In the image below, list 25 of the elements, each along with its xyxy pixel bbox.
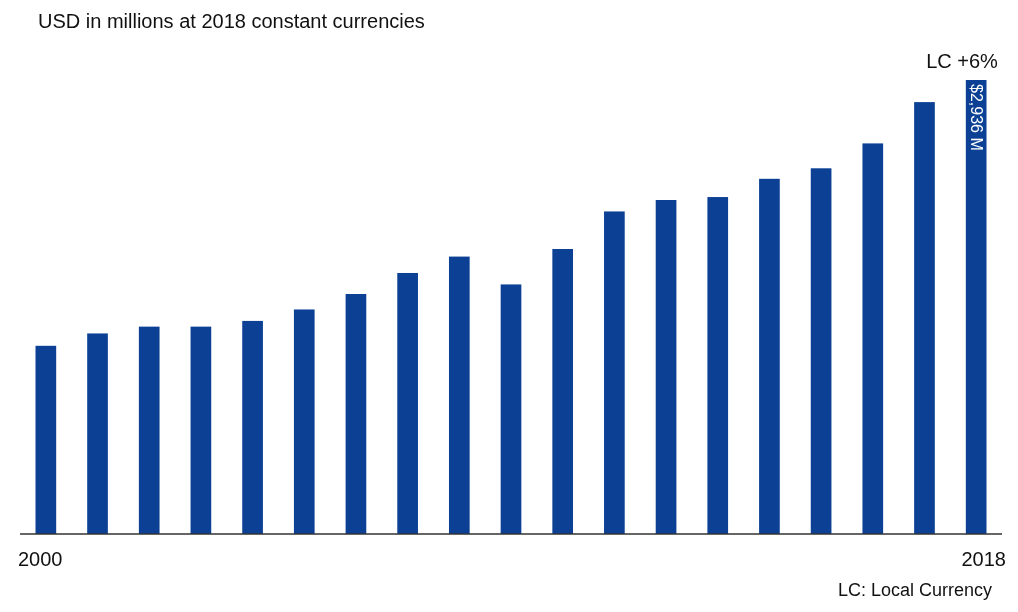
bar — [293, 309, 315, 534]
bar — [397, 272, 418, 534]
bar — [190, 326, 212, 534]
bar — [604, 211, 625, 534]
bar — [965, 80, 987, 534]
x-tick-label: 2018 — [961, 548, 1006, 570]
bar — [138, 326, 160, 534]
bar — [862, 143, 884, 534]
bar — [87, 333, 108, 534]
bar — [500, 284, 522, 534]
bar — [35, 345, 57, 534]
bar — [759, 178, 780, 534]
bar — [242, 320, 263, 534]
data-label: $2,936 M — [967, 84, 985, 151]
x-tick-label: 2000 — [18, 548, 63, 570]
chart-title: USD in millions at 2018 constant currencies — [38, 10, 425, 32]
text: LC: Local Currency — [837, 580, 992, 600]
bar — [655, 200, 677, 534]
bar — [707, 197, 729, 534]
bar — [914, 102, 935, 534]
bar — [552, 249, 574, 534]
bar — [810, 168, 832, 534]
bar — [345, 294, 367, 534]
bar — [448, 256, 470, 534]
annotation: LC +6% — [926, 50, 999, 72]
